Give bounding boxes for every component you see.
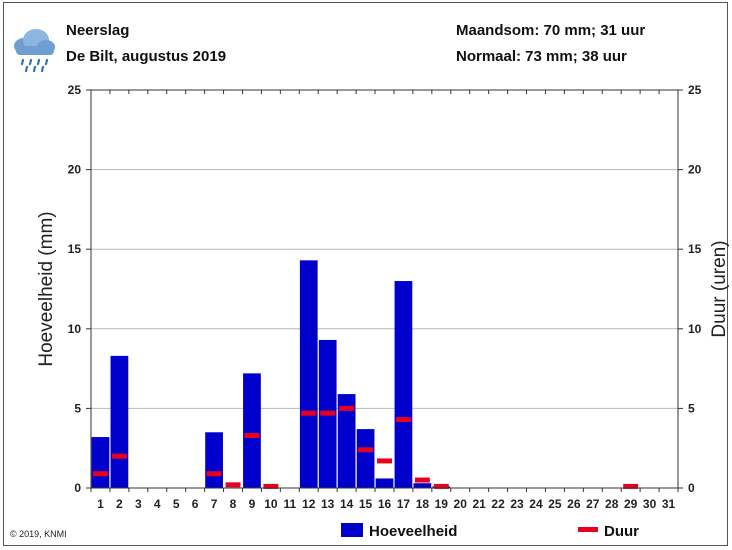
x-tick-label: 14 (340, 497, 354, 511)
monthly-sum: Maandsom: 70 mm; 31 uur (456, 22, 646, 39)
x-tick-label: 19 (435, 497, 449, 511)
x-tick-label: 17 (397, 497, 411, 511)
x-tick-label: 20 (454, 497, 468, 511)
x-tick-label: 1 (97, 497, 104, 511)
chart-subtitle: De Bilt, augustus 2019 (66, 48, 227, 65)
bar-day-16 (375, 478, 394, 488)
duur-mark-day-15 (358, 447, 374, 453)
legend-label-hoeveelheid: Hoeveelheid (369, 523, 457, 540)
x-tick-label: 29 (624, 497, 638, 511)
cloud-rain-icon (14, 29, 55, 73)
x-tick-label: 30 (643, 497, 657, 511)
x-tick-label: 31 (662, 497, 676, 511)
x-tick-label: 16 (378, 497, 392, 511)
x-tick-label: 4 (154, 497, 161, 511)
x-tick-label: 27 (586, 497, 600, 511)
x-tick-label: 11 (283, 497, 296, 511)
x-tick-label: 21 (472, 497, 486, 511)
x-tick-label: 18 (416, 497, 430, 511)
chart-title: Neerslag (66, 22, 130, 39)
x-tick-label: 22 (491, 497, 505, 511)
copyright: © 2019, KNMI (10, 529, 67, 539)
plot-frame (90, 89, 679, 489)
legend-swatch-duur (578, 527, 598, 532)
duur-mark-day-7 (206, 471, 222, 477)
duur-mark-day-2 (111, 453, 127, 459)
y-tick-label-left: 20 (68, 163, 82, 177)
x-tick-label: 15 (359, 497, 373, 511)
x-tick-label: 2 (116, 497, 123, 511)
y-axis-label-right: Duur (uren) (709, 240, 730, 337)
x-tick-label: 23 (510, 497, 524, 511)
x-tick-label: 3 (135, 497, 142, 511)
y-tick-label-left: 5 (74, 401, 81, 415)
bar-day-9 (243, 373, 261, 488)
y-tick-label-left: 0 (74, 481, 81, 495)
weather-icon (14, 29, 55, 73)
x-tick-label: 9 (249, 497, 256, 511)
duur-mark-day-12 (301, 410, 317, 416)
y-tick-label-right: 10 (688, 322, 702, 336)
bar-day-2 (110, 355, 129, 488)
bar-day-17 (394, 281, 413, 488)
x-ticks: 1 2 3 4 5 6 7 8 9 10 11 12 13 14 15 16 17 18 19 20 21 22 23 24 2… (90, 90, 679, 511)
bar-day-12 (299, 260, 318, 488)
x-tick-label: 5 (173, 497, 180, 511)
x-tick-label: 12 (302, 497, 316, 511)
x-tick-label: 24 (529, 497, 543, 511)
duur-mark-day-17 (395, 417, 411, 423)
gridlines (91, 169, 678, 409)
duur-mark-day-18 (414, 477, 430, 483)
duur-mark-day-1 (93, 471, 108, 477)
x-tick-label: 28 (605, 497, 619, 511)
y-tick-label-right: 15 (688, 242, 702, 256)
x-tick-label: 6 (192, 497, 199, 511)
normal-value: Normaal: 73 mm; 38 uur (456, 48, 627, 65)
y-tick-label-left: 15 (68, 242, 82, 256)
y-axis-label-left: Hoeveelheid (mm) (36, 211, 57, 366)
x-tick-label: 13 (321, 497, 335, 511)
x-tick-label: 26 (567, 497, 581, 511)
legend-label-duur: Duur (604, 523, 639, 540)
y-tick-label-right: 5 (688, 401, 695, 415)
x-tick-label: 7 (211, 497, 218, 511)
y-tick-label-right: 20 (688, 163, 702, 177)
duur-mark-day-8 (225, 482, 241, 488)
duur-mark-day-9 (244, 432, 260, 438)
duur-mark-day-14 (339, 405, 355, 411)
x-tick-label: 8 (230, 497, 237, 511)
y-tick-label-left: 10 (68, 322, 82, 336)
bar-day-15 (356, 429, 375, 488)
duur-mark-day-29 (623, 483, 639, 489)
bars-hoeveelheid (91, 260, 451, 488)
marks-duur (93, 405, 639, 489)
bar-day-18 (413, 483, 432, 488)
duur-mark-day-19 (433, 483, 449, 489)
legend-swatch-hoeveelheid (341, 523, 363, 537)
x-tick-label: 25 (548, 497, 562, 511)
y-tick-label-right: 0 (688, 481, 695, 495)
bar-day-14 (337, 394, 356, 488)
duur-mark-day-10 (263, 483, 279, 489)
bar-day-1 (91, 437, 110, 488)
duur-mark-day-16 (377, 458, 392, 464)
bar-day-7 (205, 432, 223, 488)
duur-mark-day-13 (320, 410, 336, 416)
x-tick-label: 10 (264, 497, 278, 511)
y-tick-label-left: 25 (68, 83, 82, 97)
y-ticks: 0 0 5 5 10 10 15 15 20 20 25 25 (68, 83, 702, 495)
y-tick-label-right: 25 (688, 83, 702, 97)
